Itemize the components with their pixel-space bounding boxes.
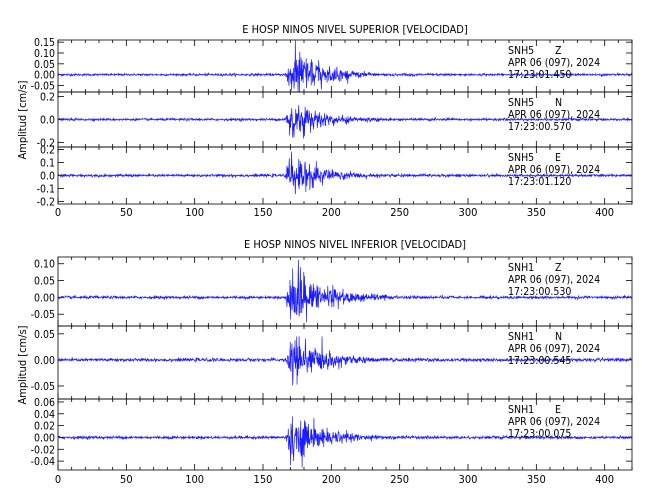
date-label: APR 06 (097), 2024 — [508, 416, 600, 428]
y-tick-label: 0.0 — [40, 171, 55, 183]
y-tick-label: -0.05 — [31, 381, 55, 393]
y-tick-label: 0.10 — [34, 259, 55, 271]
date-label: APR 06 (097), 2024 — [508, 274, 600, 286]
waveform-trace — [58, 40, 632, 92]
y-tick-label: 0.00 — [34, 292, 55, 304]
time-label: 17:23:00.075 — [508, 428, 571, 440]
x-tick-label: 50 — [120, 206, 133, 219]
y-tick-label: 0.1 — [40, 158, 55, 170]
chart-title: E HOSP NINOS NIVEL SUPERIOR [VELOCIDAD] — [242, 23, 468, 36]
y-axis-label: Amplitud [cm/s] — [16, 325, 29, 404]
chart-group-2: E HOSP NINOS NIVEL INFERIOR [VELOCIDAD] A… — [16, 238, 633, 486]
waveform-trace — [58, 151, 632, 195]
y-tick-label: 0.00 — [34, 355, 55, 367]
x-tick-label: 150 — [254, 206, 273, 219]
time-label: 17:23:00.545 — [508, 355, 571, 367]
y-tick-label: -0.2 — [37, 137, 55, 149]
y-tick-label: 0.10 — [34, 48, 55, 60]
component-label: Z — [555, 45, 562, 57]
station-label: SNH5 — [508, 152, 534, 164]
x-tick-label: 0 — [55, 206, 61, 219]
date-label: APR 06 (097), 2024 — [508, 57, 600, 69]
station-label: SNH5 — [508, 45, 534, 57]
y-axis-label: Amplitud [cm/s] — [16, 80, 29, 159]
y-tick-label: 0.2 — [40, 145, 55, 157]
x-tick-label: 400 — [595, 473, 614, 486]
y-tick-label: -0.05 — [31, 309, 55, 321]
date-label: APR 06 (097), 2024 — [508, 164, 600, 176]
y-tick-label: 0.05 — [34, 329, 55, 341]
y-tick-label: -0.2 — [37, 196, 55, 208]
y-tick-label: 0.06 — [34, 397, 55, 409]
y-tick-label: 0.00 — [34, 70, 55, 82]
x-tick-label: 350 — [527, 473, 546, 486]
y-tick-label: -0.05 — [31, 81, 55, 93]
x-tick-label: 300 — [459, 206, 478, 219]
waveform-trace — [58, 260, 632, 323]
x-tick-label: 400 — [595, 206, 614, 219]
component-label: N — [555, 97, 562, 109]
x-tick-label: 300 — [459, 473, 478, 486]
component-label: Z — [555, 262, 562, 274]
component-label: E — [555, 404, 561, 416]
date-label: APR 06 (097), 2024 — [508, 343, 600, 355]
station-label: SNH5 — [508, 97, 534, 109]
x-tick-label: 0 — [55, 473, 61, 486]
waveform-trace — [58, 416, 632, 468]
x-tick-label: 150 — [254, 473, 273, 486]
y-tick-label: -0.02 — [31, 444, 55, 456]
chart-title: E HOSP NINOS NIVEL INFERIOR [VELOCIDAD] — [244, 238, 466, 251]
x-tick-label: 100 — [185, 206, 204, 219]
waveform-trace — [58, 105, 632, 139]
station-label: SNH1 — [508, 331, 534, 343]
component-label: E — [555, 152, 561, 164]
x-tick-label: 250 — [390, 206, 409, 219]
component-label: N — [555, 331, 562, 343]
station-label: SNH1 — [508, 262, 534, 274]
y-tick-label: 0.05 — [34, 59, 55, 71]
x-tick-label: 200 — [322, 206, 341, 219]
y-tick-label: 0.15 — [34, 37, 55, 49]
date-label: APR 06 (097), 2024 — [508, 109, 600, 121]
x-tick-label: 200 — [322, 473, 341, 486]
chart-group-1: E HOSP NINOS NIVEL SUPERIOR [VELOCIDAD] A… — [16, 23, 633, 219]
time-label: 17:23:01.450 — [508, 69, 571, 81]
time-label: 17:23:00.530 — [508, 286, 571, 298]
y-tick-label: -0.1 — [37, 183, 55, 195]
waveform-trace — [58, 336, 632, 386]
x-tick-label: 350 — [527, 206, 546, 219]
x-tick-label: 250 — [390, 473, 409, 486]
y-tick-label: 0.05 — [34, 276, 55, 288]
y-tick-label: 0.04 — [34, 409, 55, 421]
y-tick-label: -0.04 — [31, 456, 55, 468]
x-tick-label: 100 — [185, 473, 204, 486]
y-tick-label: 0.2 — [40, 92, 55, 104]
x-tick-label: 50 — [120, 473, 133, 486]
y-tick-label: 0.0 — [40, 115, 55, 127]
time-label: 17:23:00.570 — [508, 121, 571, 133]
station-label: SNH1 — [508, 404, 534, 416]
time-label: 17:23:01.120 — [508, 176, 571, 188]
y-tick-label: 0.02 — [34, 421, 55, 433]
y-tick-label: 0.00 — [34, 432, 55, 444]
